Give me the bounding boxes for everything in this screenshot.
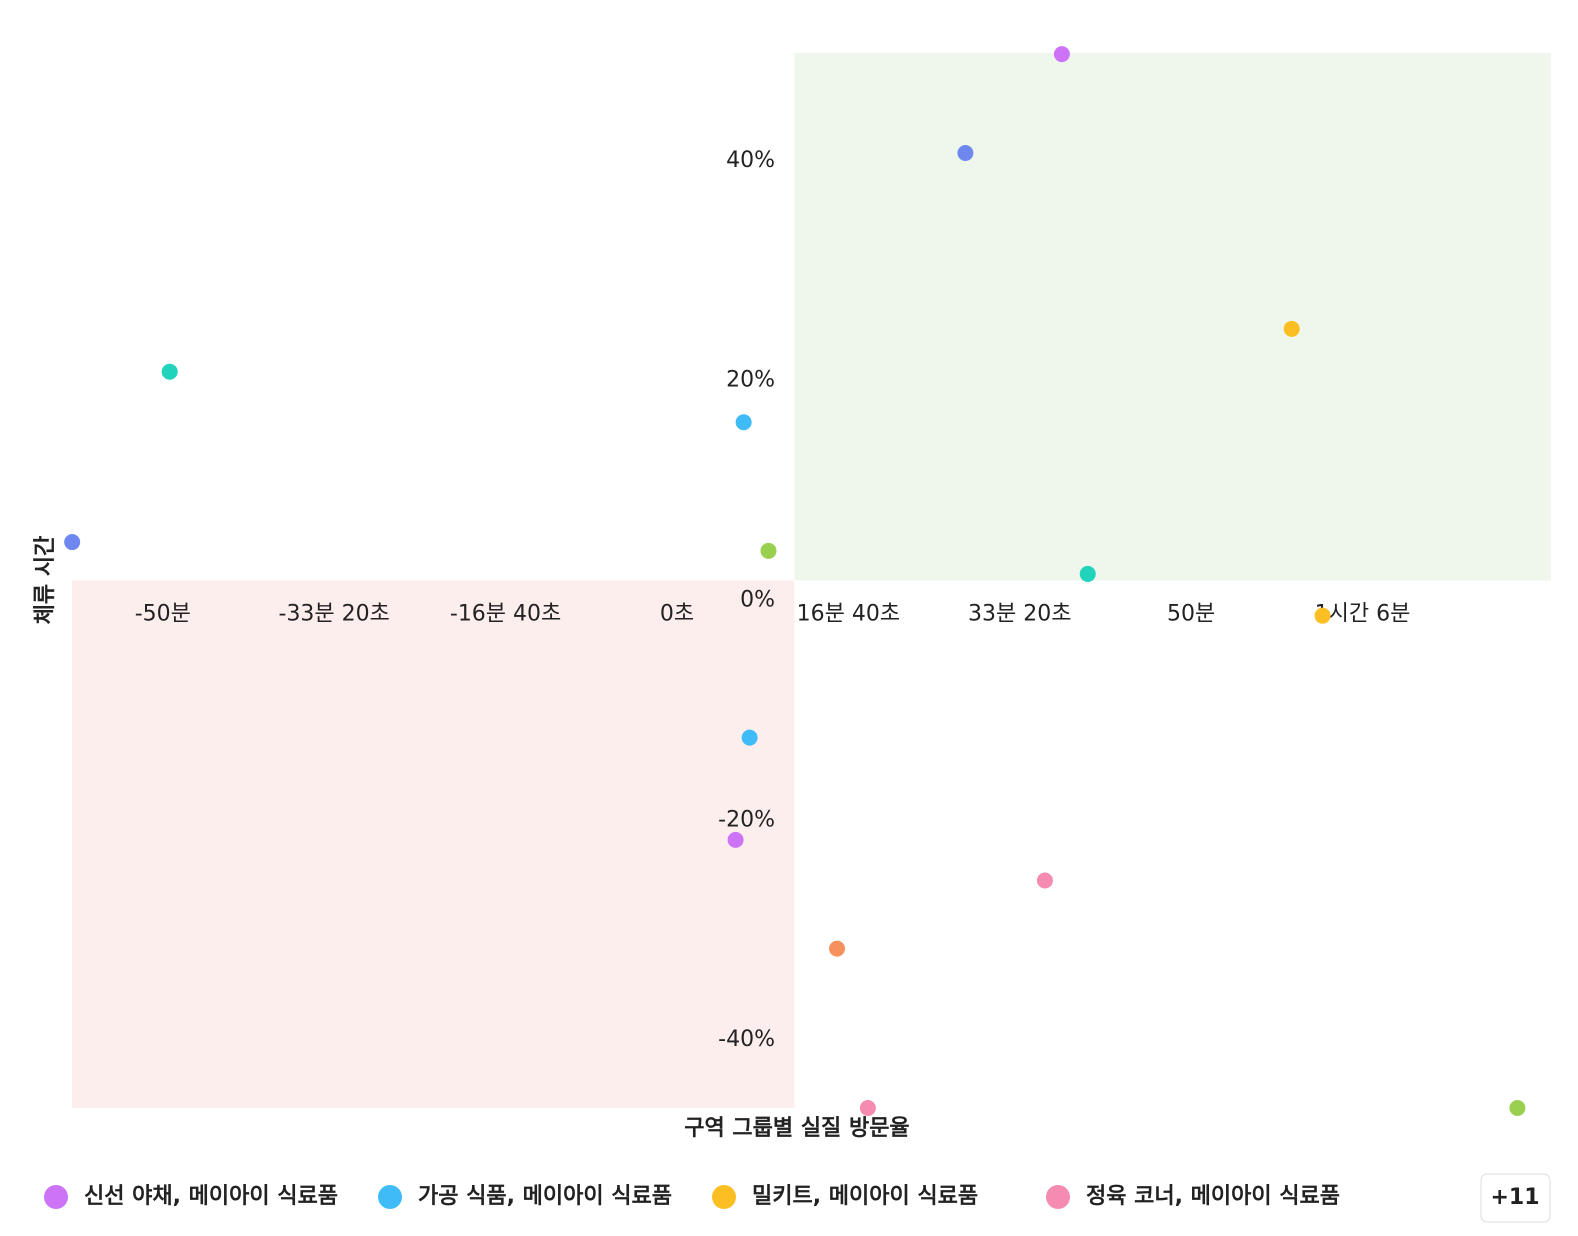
y-tick-label: 20% bbox=[726, 368, 775, 393]
x-tick-label: 50분 bbox=[1167, 602, 1215, 627]
legend-swatch bbox=[712, 1185, 736, 1209]
y-tick-label: -40% bbox=[718, 1027, 775, 1052]
point bbox=[1053, 46, 1070, 63]
quadrant-bottom-left bbox=[72, 580, 795, 1108]
legend-label: 정육 코너, 메이아이 식료품 bbox=[1086, 1184, 1340, 1209]
x-tick-label: -33분 20초 bbox=[279, 602, 390, 627]
point bbox=[1314, 607, 1331, 624]
y-tick-label: -20% bbox=[718, 807, 775, 832]
legend-label: 신선 야채, 메이아이 식료품 bbox=[84, 1184, 338, 1209]
x-axis-label: 구역 그룹별 실질 방문율 bbox=[684, 1116, 909, 1141]
point bbox=[829, 940, 846, 957]
legend-swatch bbox=[44, 1185, 68, 1209]
legend-label: 가공 식품, 메이아이 식료품 bbox=[418, 1184, 672, 1209]
legend-label: 밀키트, 메이아이 식료품 bbox=[752, 1184, 978, 1209]
x-tick-label: 16분 40초 bbox=[797, 602, 900, 627]
point bbox=[727, 831, 744, 848]
legend-swatch bbox=[1046, 1185, 1070, 1209]
legend-swatch bbox=[378, 1185, 402, 1209]
point bbox=[741, 729, 758, 746]
point bbox=[1283, 320, 1300, 337]
x-tick-label: -16분 40초 bbox=[450, 602, 561, 627]
y-tick-label: 40% bbox=[726, 148, 775, 173]
point bbox=[859, 1100, 876, 1116]
point bbox=[1079, 565, 1096, 582]
point bbox=[957, 145, 974, 162]
x-tick-label: 33분 20초 bbox=[968, 602, 1071, 627]
y-tick-label: 0% bbox=[740, 588, 775, 613]
y-axis-label: 체류 시간 bbox=[33, 536, 58, 625]
x-tick-label: 1시간 6분 bbox=[1315, 602, 1411, 627]
point bbox=[161, 363, 178, 380]
point bbox=[1036, 872, 1053, 889]
point bbox=[760, 542, 777, 559]
quadrant-top-right bbox=[794, 53, 1551, 581]
point bbox=[64, 534, 81, 551]
legend-more-button[interactable] bbox=[1480, 1173, 1551, 1223]
point bbox=[735, 414, 752, 431]
x-tick-label: -50분 bbox=[135, 602, 191, 627]
x-tick-label: 0초 bbox=[660, 602, 694, 627]
legend-more[interactable]: +11 bbox=[1490, 1185, 1539, 1210]
point bbox=[1509, 1100, 1526, 1116]
